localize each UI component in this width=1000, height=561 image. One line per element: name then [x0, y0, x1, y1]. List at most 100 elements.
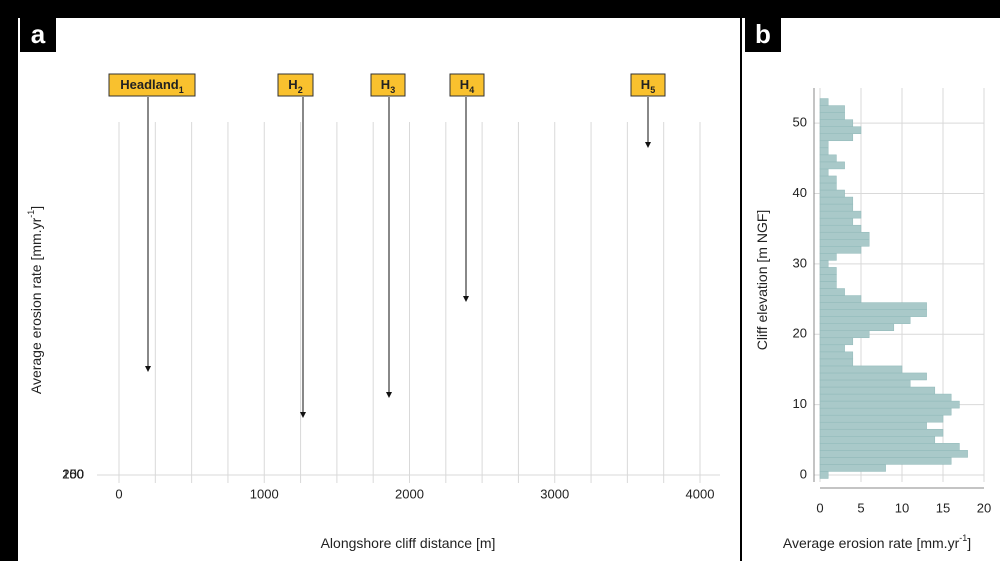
annotation-label-sub: 4 — [469, 85, 474, 95]
bar — [819, 288, 845, 296]
x-axis-label-end: ] — [967, 535, 971, 551]
bar — [819, 154, 837, 163]
x-axis-label-text: Average erosion rate [mm.yr — [783, 535, 960, 551]
y-tick-label: 0 — [77, 466, 84, 481]
bar — [819, 464, 886, 472]
annotation-label-text: H — [460, 77, 469, 92]
x-tick-label: 15 — [936, 500, 950, 515]
panel-b-tag — [745, 18, 781, 52]
x-tick-label: 1000 — [250, 486, 279, 501]
y-axis-label-text: Cliff elevation [m NGF] — [754, 210, 770, 351]
annotation-label: H2 — [288, 77, 302, 95]
bar — [819, 323, 895, 331]
panel-a-tag — [20, 18, 56, 52]
bar — [819, 365, 903, 374]
bar — [819, 267, 837, 275]
annotation-box — [449, 73, 485, 97]
bar — [819, 316, 911, 324]
x-axis-label-text: Alongshore cliff distance [m] — [321, 535, 496, 551]
bar — [819, 407, 952, 416]
annotation-label-text: H — [381, 77, 390, 92]
y-tick-label: 100 — [62, 466, 84, 481]
y-axis-label: Average erosion rate [mm.yr-1] — [26, 206, 43, 394]
bar — [819, 210, 862, 219]
bar — [819, 421, 927, 430]
bar — [819, 393, 952, 402]
bar — [819, 189, 845, 198]
x-tick-label: 0 — [816, 500, 823, 515]
bar — [819, 196, 854, 205]
annotation-box — [277, 73, 314, 97]
x-tick-label: 20 — [977, 500, 991, 515]
bar — [819, 112, 845, 120]
bar — [819, 98, 829, 106]
panel-a-bg — [18, 18, 740, 561]
y-tick-label: 250 — [62, 466, 84, 481]
y-tick-label: 20 — [793, 326, 807, 341]
y-tick-label: 30 — [793, 255, 807, 270]
panel-a-letter: a — [31, 19, 46, 49]
annotation-box — [108, 73, 196, 97]
x-tick-label: 5 — [857, 500, 864, 515]
bar — [819, 182, 837, 191]
arrow-head — [145, 366, 151, 372]
y-tick-label: 0 — [800, 466, 807, 481]
bar — [819, 147, 829, 156]
bar — [819, 217, 854, 226]
y-axis-label-end: ] — [28, 206, 44, 210]
bar — [819, 295, 862, 303]
bar — [819, 175, 837, 184]
arrow-head — [463, 296, 469, 302]
bar — [819, 231, 870, 240]
bar — [819, 253, 837, 261]
bar — [819, 428, 944, 437]
bar — [819, 161, 845, 170]
bar — [819, 330, 870, 339]
arrow-head — [386, 392, 392, 398]
annotation-box — [630, 73, 666, 97]
annotation-label-sub: 3 — [390, 85, 395, 95]
bar — [819, 471, 829, 479]
bar — [819, 436, 936, 444]
y-tick-label: 40 — [793, 185, 807, 200]
bar — [819, 302, 927, 310]
annotation-label-text: Headland — [120, 77, 179, 92]
bar — [819, 309, 927, 317]
y-axis-label-sup: -1 — [26, 210, 36, 218]
bar — [819, 358, 854, 367]
x-axis-label: Average erosion rate [mm.yr-1] — [783, 533, 971, 550]
annotation-label: H4 — [460, 77, 474, 95]
y-tick-label: 50 — [70, 466, 84, 481]
bar — [819, 140, 829, 149]
bar — [819, 246, 862, 254]
x-tick-label: 0 — [115, 486, 122, 501]
y-tick-label: 50 — [793, 115, 807, 130]
y-tick-label: 200 — [62, 466, 84, 481]
annotation-label-sub: 1 — [179, 85, 184, 95]
annotation-label: H5 — [641, 77, 655, 95]
x-tick-label: 3000 — [540, 486, 569, 501]
bar — [819, 133, 854, 142]
annotation-label: Headland1 — [120, 77, 184, 95]
annotation-box — [370, 73, 406, 97]
bar — [819, 457, 952, 465]
bar — [819, 126, 862, 134]
bar — [819, 119, 854, 127]
x-tick-label: 2000 — [395, 486, 424, 501]
bar — [819, 344, 845, 353]
y-axis-label: Cliff elevation [m NGF] — [754, 210, 770, 351]
y-tick-label: 10 — [793, 396, 807, 411]
annotation-label-sub: 5 — [650, 85, 655, 95]
bar — [819, 379, 911, 388]
bar — [819, 372, 927, 381]
annotation-label-sub: 2 — [298, 85, 303, 95]
annotation-label: H3 — [381, 77, 395, 95]
x-axis-label: Alongshore cliff distance [m] — [321, 535, 496, 551]
x-tick-label: 4000 — [686, 486, 715, 501]
bar — [819, 414, 944, 423]
x-tick-label: 10 — [895, 500, 909, 515]
panel-b-letter: b — [755, 19, 771, 49]
bar — [819, 443, 960, 451]
annotation-label-text: H — [641, 77, 650, 92]
